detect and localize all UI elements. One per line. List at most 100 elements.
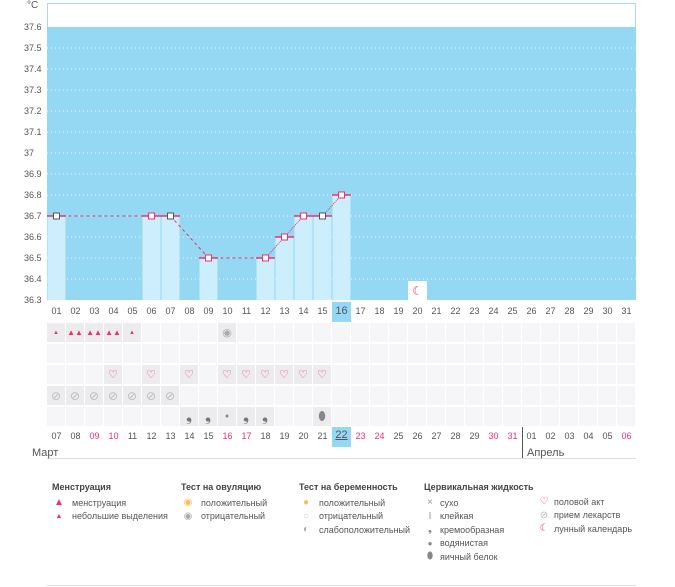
pill-row-cell[interactable]: ⊘ <box>104 386 122 405</box>
fluid-row-cell[interactable]: ⬮ <box>313 407 331 426</box>
pregnancy-row-cell[interactable] <box>275 344 293 363</box>
pregnancy-row-cell[interactable] <box>370 344 388 363</box>
menstruation-row-cell[interactable] <box>351 323 369 342</box>
menstruation-row-cell[interactable]: ▲▲ <box>66 323 84 342</box>
pregnancy-row-cell[interactable] <box>389 344 407 363</box>
x-day-label[interactable]: 04 <box>108 306 119 316</box>
pill-row-cell[interactable] <box>446 386 464 405</box>
x-day-label[interactable]: 11 <box>241 306 252 316</box>
fluid-row-cell[interactable] <box>579 407 597 426</box>
fluid-row-cell[interactable] <box>123 407 141 426</box>
date-label[interactable]: 18 <box>260 431 271 441</box>
pill-row-cell[interactable] <box>256 386 274 405</box>
sex-row-cell[interactable]: ♡ <box>180 365 198 384</box>
x-day-label[interactable]: 29 <box>583 306 594 316</box>
x-day-label[interactable]: 24 <box>488 306 499 316</box>
pill-row-cell[interactable] <box>313 386 331 405</box>
pregnancy-row-cell[interactable] <box>446 344 464 363</box>
pregnancy-row-cell[interactable] <box>294 344 312 363</box>
fluid-row-cell[interactable] <box>85 407 103 426</box>
date-label[interactable]: 29 <box>469 431 480 441</box>
fluid-row-cell[interactable] <box>427 407 445 426</box>
sex-row-cell[interactable]: ♡ <box>256 365 274 384</box>
pill-row-cell[interactable] <box>408 386 426 405</box>
menstruation-row-cell[interactable] <box>180 323 198 342</box>
pill-row-cell[interactable]: ⊘ <box>85 386 103 405</box>
sex-row-cell[interactable] <box>503 365 521 384</box>
temp-point[interactable] <box>338 191 345 199</box>
sex-row-cell[interactable]: ♡ <box>104 365 122 384</box>
fluid-row-cell[interactable] <box>522 407 540 426</box>
x-day-label[interactable]: 25 <box>507 306 518 316</box>
menstruation-row-cell[interactable] <box>256 323 274 342</box>
temp-point[interactable] <box>319 212 326 220</box>
menstruation-row-cell[interactable] <box>541 323 559 342</box>
pill-row-cell[interactable] <box>522 386 540 405</box>
menstruation-row-cell[interactable] <box>142 323 160 342</box>
pill-row-cell[interactable]: ⊘ <box>66 386 84 405</box>
menstruation-row-cell[interactable] <box>161 323 179 342</box>
fluid-row-cell[interactable] <box>66 407 84 426</box>
pregnancy-row-cell[interactable] <box>522 344 540 363</box>
x-day-label[interactable]: 22 <box>450 306 461 316</box>
date-label[interactable]: 28 <box>450 431 461 441</box>
date-label[interactable]: 17 <box>241 431 252 441</box>
pregnancy-row-cell[interactable] <box>218 344 236 363</box>
pill-row-cell[interactable] <box>503 386 521 405</box>
fluid-row-cell[interactable]: ● <box>218 407 236 426</box>
fluid-row-cell[interactable] <box>503 407 521 426</box>
date-label[interactable]: 14 <box>184 431 195 441</box>
x-day-label[interactable]: 23 <box>469 306 480 316</box>
sex-row-cell[interactable]: ♡ <box>294 365 312 384</box>
fluid-row-cell[interactable] <box>541 407 559 426</box>
fluid-row-cell[interactable]: ❟ <box>256 407 274 426</box>
sex-row-cell[interactable] <box>47 365 65 384</box>
pregnancy-row-cell[interactable] <box>332 344 350 363</box>
pill-row-cell[interactable] <box>370 386 388 405</box>
date-label[interactable]: 20 <box>298 431 309 441</box>
pill-row-cell[interactable]: ⊘ <box>47 386 65 405</box>
x-day-label[interactable]: 20 <box>412 306 423 316</box>
pill-row-cell[interactable] <box>199 386 217 405</box>
temp-point[interactable] <box>205 254 212 262</box>
fluid-row-cell[interactable] <box>560 407 578 426</box>
date-label[interactable]: 09 <box>89 431 100 441</box>
pregnancy-row-cell[interactable] <box>465 344 483 363</box>
menstruation-row-cell[interactable] <box>579 323 597 342</box>
x-day-label[interactable]: 30 <box>602 306 613 316</box>
sex-row-cell[interactable]: ♡ <box>313 365 331 384</box>
menstruation-row-cell[interactable] <box>522 323 540 342</box>
sex-row-cell[interactable] <box>427 365 445 384</box>
pill-row-cell[interactable] <box>294 386 312 405</box>
pregnancy-row-cell[interactable] <box>66 344 84 363</box>
menstruation-row-cell[interactable] <box>465 323 483 342</box>
x-day-label[interactable]: 13 <box>279 306 290 316</box>
menstruation-row-cell[interactable] <box>332 323 350 342</box>
menstruation-row-cell[interactable]: ▲▲ <box>85 323 103 342</box>
temp-point[interactable] <box>167 212 174 220</box>
sex-row-cell[interactable] <box>465 365 483 384</box>
pregnancy-row-cell[interactable] <box>351 344 369 363</box>
pill-row-cell[interactable] <box>389 386 407 405</box>
temp-point[interactable] <box>53 212 60 220</box>
pregnancy-row-cell[interactable] <box>123 344 141 363</box>
date-label[interactable]: 13 <box>165 431 176 441</box>
menstruation-row-cell[interactable]: ◉ <box>218 323 236 342</box>
sex-row-cell[interactable] <box>541 365 559 384</box>
temp-point[interactable] <box>148 212 155 220</box>
date-label[interactable]: 24 <box>374 431 385 441</box>
menstruation-row-cell[interactable] <box>294 323 312 342</box>
pregnancy-row-cell[interactable] <box>142 344 160 363</box>
menstruation-row-cell[interactable] <box>484 323 502 342</box>
sex-row-cell[interactable] <box>199 365 217 384</box>
pregnancy-row-cell[interactable] <box>617 344 635 363</box>
date-label[interactable]: 06 <box>621 431 632 441</box>
pill-row-cell[interactable] <box>275 386 293 405</box>
date-label[interactable]: 05 <box>602 431 613 441</box>
x-day-label[interactable]: 28 <box>564 306 575 316</box>
menstruation-row-cell[interactable] <box>408 323 426 342</box>
fluid-row-cell[interactable]: ❟ <box>180 407 198 426</box>
pregnancy-row-cell[interactable] <box>503 344 521 363</box>
temp-point[interactable] <box>281 233 288 241</box>
pill-row-cell[interactable] <box>484 386 502 405</box>
